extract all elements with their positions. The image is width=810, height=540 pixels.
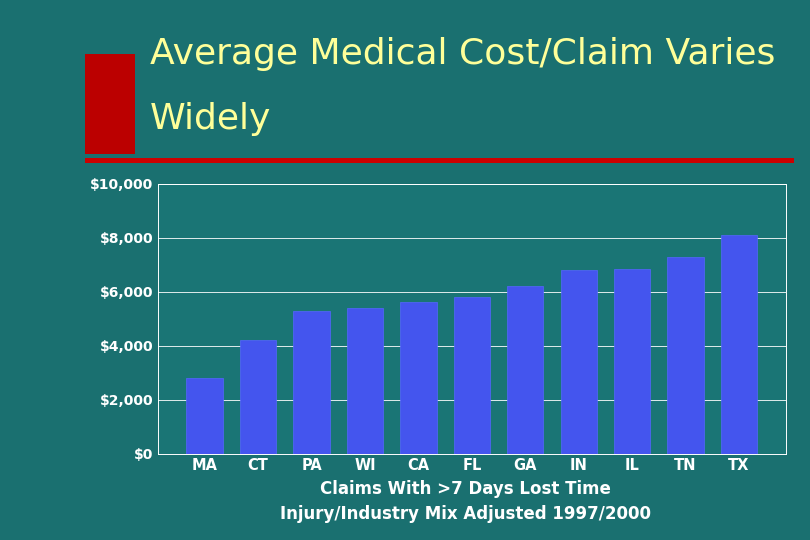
Text: Average Medical Cost/Claim Varies: Average Medical Cost/Claim Varies [150,37,775,71]
Bar [186,378,223,454]
Bar [454,297,490,454]
Bar [507,286,544,454]
Text: Claims With >7 Days Lost Time: Claims With >7 Days Lost Time [320,480,612,498]
Bar [400,302,437,454]
Bar [347,308,383,454]
Text: Injury/Industry Mix Adjusted 1997/2000: Injury/Industry Mix Adjusted 1997/2000 [280,505,651,523]
Bar [614,268,650,454]
Bar [561,270,597,454]
Text: Widely: Widely [150,102,271,136]
Bar [721,235,757,454]
Bar [667,256,704,454]
Bar [240,340,276,454]
Bar [293,310,330,454]
